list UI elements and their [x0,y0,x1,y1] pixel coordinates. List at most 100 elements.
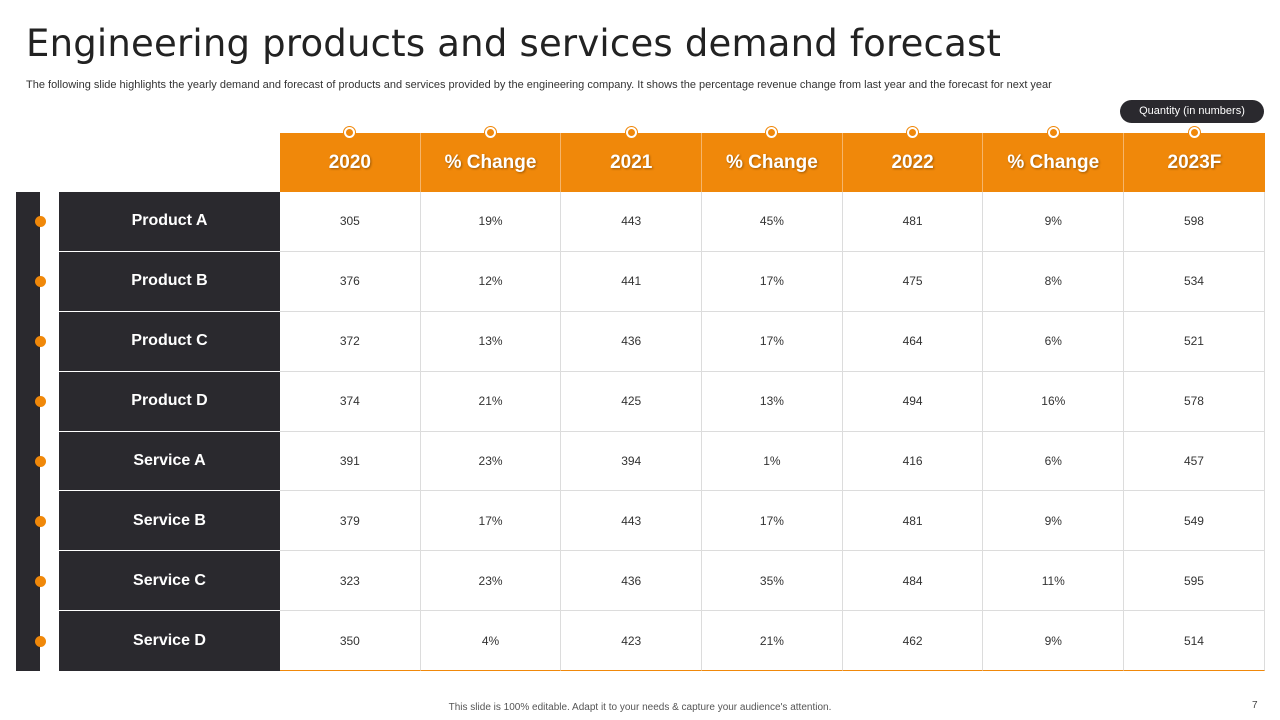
table-cell: 443 [561,491,703,552]
table-cell: 595 [1124,551,1265,612]
timeline-dot-icon [35,396,46,408]
slide-title: Engineering products and services demand… [26,22,1002,65]
timeline-dot-icon [35,456,46,468]
table-cell: 416 [842,431,984,492]
row-label: Service B [59,491,280,552]
header-dot-icon [1188,127,1200,138]
table-cell: 17% [702,311,843,372]
table-cell: 425 [561,371,703,432]
table-cell: 8% [983,251,1125,312]
page-number: 7 [1252,700,1258,711]
header-dot-icon [1047,127,1059,138]
timeline-dot-icon [35,575,46,587]
table-row: Service B 379 17% 443 17% 481 9% 549 [59,491,1265,552]
table-cell: 13% [702,371,843,432]
column-header: 2021 [561,127,703,192]
table-cell: 16% [983,371,1125,432]
timeline-dot-icon [35,336,46,348]
column-header: 2020 [280,127,421,192]
column-header-label: 2022 [891,152,934,173]
table-cell: 23% [420,431,562,492]
column-header-label: % Change [1007,152,1100,173]
column-header: % Change [702,127,843,192]
table-row: Product D 374 21% 425 13% 494 16% 578 [59,371,1265,432]
column-header: % Change [420,127,562,192]
demand-table: Product A 305 19% 443 45% 481 9% 598 Product B 37… [59,192,1265,672]
table-cell: 379 [280,491,421,552]
table-cell: 13% [420,311,562,372]
table-cell: 598 [1124,192,1265,252]
header-dot-icon [766,127,778,138]
table-cell: 6% [983,311,1125,372]
table-row: Service D 350 4% 423 21% 462 9% 514 [59,611,1265,672]
table-cell: 9% [983,611,1125,672]
timeline-bar [16,192,40,671]
row-label: Product D [59,371,280,432]
column-header: 2023F [1124,127,1265,192]
table-cell: 457 [1124,431,1265,492]
quantity-badge: Quantity (in numbers) [1120,100,1264,123]
timeline-dot-icon [35,216,46,228]
table-cell: 17% [702,491,843,552]
table-cell: 441 [561,251,703,312]
table-row: Service A 391 23% 394 1% 416 6% 457 [59,431,1265,492]
table-cell: 423 [561,611,703,672]
column-header-label: % Change [725,152,818,173]
table-cell: 17% [420,491,562,552]
table-header-row: 2020 % Change 2021 % Change 2022 % Change 2023… [280,127,1265,192]
table-cell: 436 [561,551,703,612]
slide-subtitle: The following slide highlights the yearl… [26,79,1052,91]
column-header-label: 2020 [328,152,371,173]
table-cell: 19% [420,192,562,252]
table-cell: 35% [702,551,843,612]
header-dot-icon [485,127,497,138]
row-label: Service D [59,611,280,672]
table-cell: 45% [702,192,843,252]
table-row: Product C 372 13% 436 17% 464 6% 521 [59,311,1265,372]
table-cell: 481 [842,491,984,552]
table-row: Service C 323 23% 436 35% 484 11% 595 [59,551,1265,612]
row-label: Product C [59,311,280,372]
table-cell: 372 [280,311,421,372]
table-cell: 549 [1124,491,1265,552]
table-cell: 17% [702,251,843,312]
table-cell: 305 [280,192,421,252]
table-cell: 9% [983,192,1125,252]
table-cell: 394 [561,431,703,492]
table-cell: 484 [842,551,984,612]
table-cell: 374 [280,371,421,432]
table-cell: 475 [842,251,984,312]
table-cell: 4% [420,611,562,672]
row-label: Product B [59,251,280,312]
table-cell: 464 [842,311,984,372]
table-cell: 12% [420,251,562,312]
table-cell: 11% [983,551,1125,612]
table-cell: 9% [983,491,1125,552]
column-header-label: 2021 [610,152,653,173]
header-dot-icon [625,127,637,138]
table-cell: 578 [1124,371,1265,432]
table-row: Product A 305 19% 443 45% 481 9% 598 [59,192,1265,252]
table-cell: 443 [561,192,703,252]
table-cell: 534 [1124,251,1265,312]
header-dot-icon [907,127,919,138]
table-cell: 494 [842,371,984,432]
column-header: % Change [983,127,1125,192]
table-cell: 514 [1124,611,1265,672]
table-cell: 521 [1124,311,1265,372]
header-dot-icon [344,127,356,138]
timeline-dot-icon [35,515,46,527]
table-cell: 1% [702,431,843,492]
table-cell: 350 [280,611,421,672]
table-cell: 376 [280,251,421,312]
table-cell: 436 [561,311,703,372]
table-cell: 323 [280,551,421,612]
table-cell: 21% [420,371,562,432]
table-cell: 23% [420,551,562,612]
table-cell: 462 [842,611,984,672]
table-cell: 21% [702,611,843,672]
column-header-label: % Change [444,152,537,173]
column-header-label: 2023F [1167,152,1222,173]
table-cell: 481 [842,192,984,252]
timeline-dot-icon [35,276,46,288]
